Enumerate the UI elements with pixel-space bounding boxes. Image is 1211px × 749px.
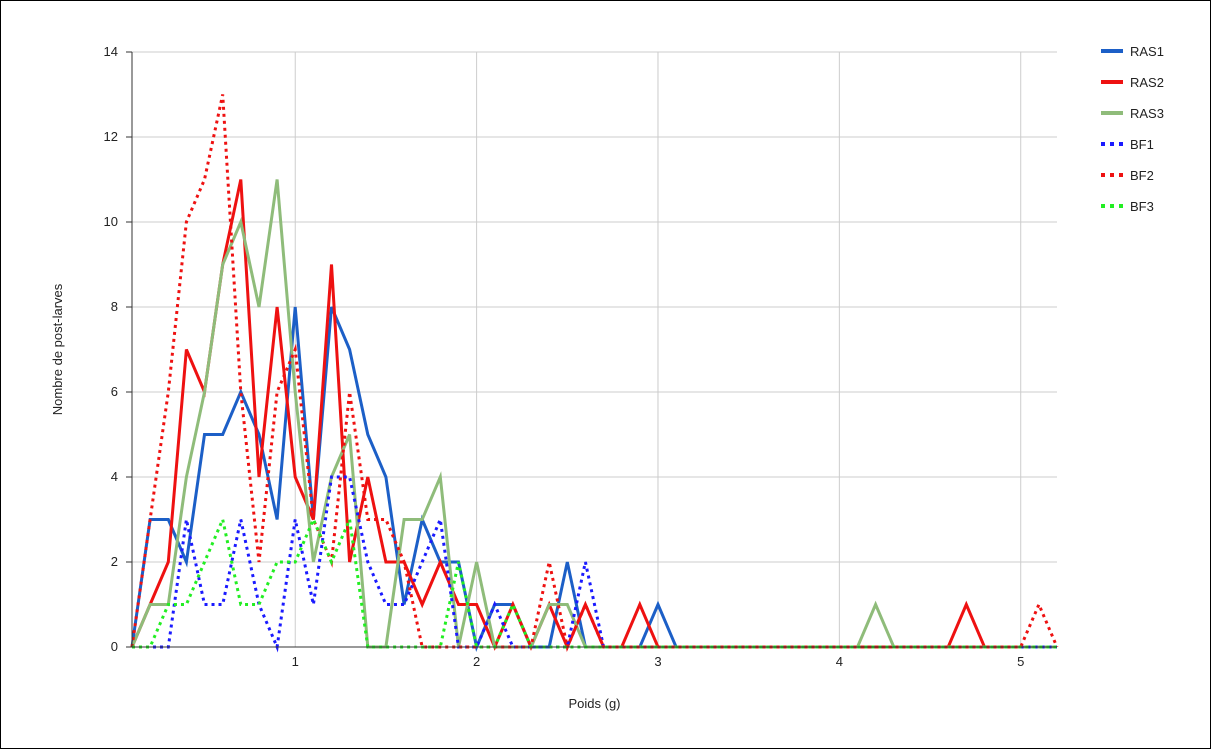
legend-label: BF1 [1130,137,1154,152]
legend-label: RAS3 [1130,106,1164,121]
legend-item-bf1: BF1 [1101,137,1154,152]
x-tick-label: 3 [654,654,661,669]
legend-label: BF3 [1130,199,1154,214]
gridlines [132,51,1057,648]
y-tick-label: 2 [111,554,118,569]
y-tick-label: 4 [111,469,118,484]
x-tick-label: 2 [473,654,480,669]
axes [126,51,1057,648]
legend-item-ras1: RAS1 [1101,44,1164,59]
y-tick-label: 0 [111,639,118,654]
y-tick-label: 8 [111,299,118,314]
y-tick-label: 6 [111,384,118,399]
y-tick-label: 10 [104,214,118,229]
legend-item-bf3: BF3 [1101,199,1154,214]
x-tick-label: 4 [836,654,843,669]
x-axis-title: Poids (g) [568,696,620,711]
series-lines [130,94,1059,653]
y-tick-label: 14 [104,44,118,59]
legend-item-ras2: RAS2 [1101,75,1164,90]
legend-item-bf2: BF2 [1101,168,1154,183]
x-tick-label: 1 [292,654,299,669]
legend-label: RAS1 [1130,44,1164,59]
legend: RAS1 RAS2 RAS3 BF1 BF2 BF3 [1101,44,1164,214]
x-tick-label: 5 [1017,654,1024,669]
y-tick-label: 12 [104,129,118,144]
legend-label: BF2 [1130,168,1154,183]
legend-item-ras3: RAS3 [1101,106,1164,121]
legend-label: RAS2 [1130,75,1164,90]
y-axis-title: Nombre de post-larves [50,283,65,415]
